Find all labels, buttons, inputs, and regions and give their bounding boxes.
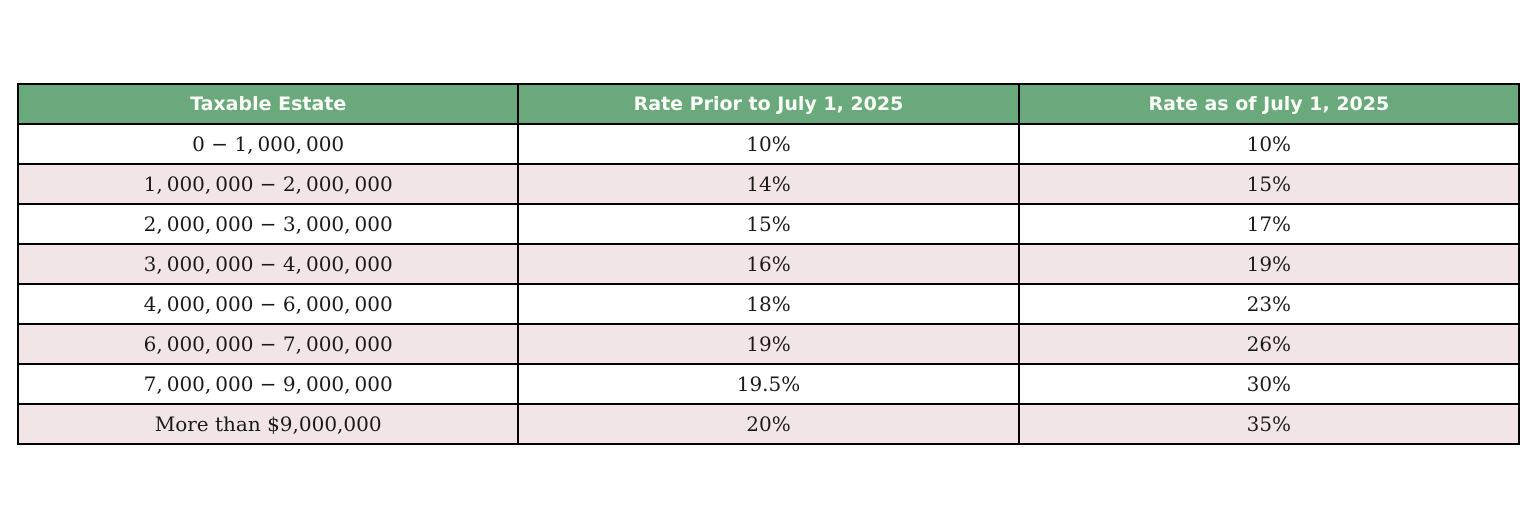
table-row: 0 − 1, 000, 000 10% 10% (16, 123, 1521, 165)
table-row: 7, 000, 000 − 9, 000, 000 19.5% 30% (16, 363, 1521, 405)
cell-rate-as-of: 15% (1017, 163, 1521, 205)
cell-rate-prior: 10% (517, 123, 1020, 165)
table-row: More than $9,000,000 20% 35% (16, 403, 1521, 445)
cell-rate-as-of: 23% (1017, 283, 1521, 325)
cell-estate-range: 1, 000, 000 − 2, 000, 000 (16, 163, 520, 205)
cell-rate-prior: 16% (517, 243, 1020, 285)
cell-rate-prior: 14% (517, 163, 1020, 205)
cell-rate-as-of: 26% (1017, 323, 1521, 365)
cell-estate-range: More than $9,000,000 (16, 403, 520, 445)
table-row: 3, 000, 000 − 4, 000, 000 16% 19% (16, 243, 1521, 285)
cell-rate-as-of: 30% (1017, 363, 1521, 405)
cell-estate-range: 7, 000, 000 − 9, 000, 000 (16, 363, 520, 405)
cell-rate-as-of: 17% (1017, 203, 1521, 245)
header-cell-rate-prior: Rate Prior to July 1, 2025 (517, 83, 1020, 125)
cell-estate-range: 3, 000, 000 − 4, 000, 000 (16, 243, 520, 285)
estate-tax-rates-table: Taxable Estate Rate Prior to July 1, 202… (16, 83, 1521, 445)
table-row: 4, 000, 000 − 6, 000, 000 18% 23% (16, 283, 1521, 325)
cell-rate-prior: 15% (517, 203, 1020, 245)
cell-rate-as-of: 35% (1017, 403, 1521, 445)
cell-rate-as-of: 10% (1017, 123, 1521, 165)
cell-rate-prior: 19.5% (517, 363, 1020, 405)
cell-estate-range: 0 − 1, 000, 000 (16, 123, 520, 165)
header-cell-taxable-estate: Taxable Estate (16, 83, 520, 125)
table-row: 6, 000, 000 − 7, 000, 000 19% 26% (16, 323, 1521, 365)
table-header: Taxable Estate Rate Prior to July 1, 202… (16, 83, 1521, 125)
cell-rate-prior: 20% (517, 403, 1020, 445)
cell-estate-range: 6, 000, 000 − 7, 000, 000 (16, 323, 520, 365)
table-row: 2, 000, 000 − 3, 000, 000 15% 17% (16, 203, 1521, 245)
cell-rate-prior: 18% (517, 283, 1020, 325)
cell-estate-range: 4, 000, 000 − 6, 000, 000 (16, 283, 520, 325)
table-body: 0 − 1, 000, 000 10% 10% 1, 000, 000 − 2,… (16, 123, 1521, 445)
cell-rate-as-of: 19% (1017, 243, 1521, 285)
table-row: 1, 000, 000 − 2, 000, 000 14% 15% (16, 163, 1521, 205)
header-row: Taxable Estate Rate Prior to July 1, 202… (16, 83, 1521, 125)
cell-rate-prior: 19% (517, 323, 1020, 365)
cell-estate-range: 2, 000, 000 − 3, 000, 000 (16, 203, 520, 245)
header-cell-rate-as-of: Rate as of July 1, 2025 (1017, 83, 1521, 125)
